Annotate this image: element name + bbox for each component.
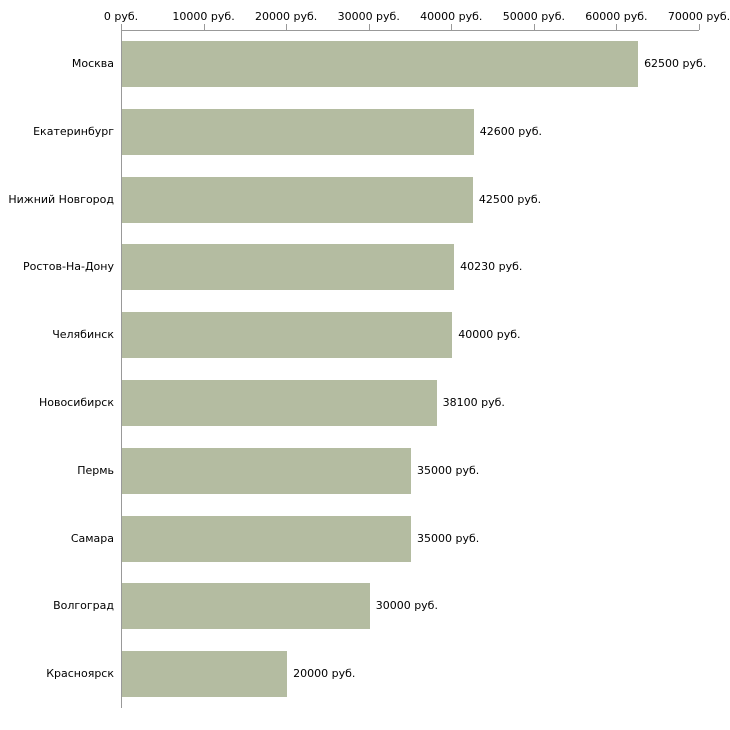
bar (122, 40, 639, 87)
x-tick-label: 10000 руб. (172, 10, 235, 23)
x-tick-mark (616, 24, 618, 30)
category-label: Новосибирск (38, 395, 114, 409)
value-label: 42600 руб. (479, 124, 543, 138)
x-tick-label: 30000 руб. (337, 10, 400, 23)
x-tick-mark (286, 24, 288, 30)
bar (122, 176, 473, 223)
value-label: 35000 руб. (417, 531, 480, 545)
x-tick-mark (121, 24, 122, 30)
bar (122, 651, 288, 698)
category-label: Пермь (77, 463, 114, 477)
x-tick-label: 50000 руб. (502, 10, 565, 23)
value-label: 40000 руб. (458, 328, 521, 342)
value-label: 42500 руб. (478, 192, 542, 206)
x-tick-mark (203, 24, 205, 30)
x-tick-mark (699, 24, 700, 30)
value-label: 38100 руб. (442, 395, 505, 409)
plot-area (121, 30, 699, 708)
category-label: Самара (70, 531, 114, 545)
x-tick-mark (533, 24, 535, 30)
category-label: Челябинск (52, 328, 114, 342)
bar (122, 108, 474, 155)
bar (122, 312, 453, 359)
x-tick-label: 40000 руб. (420, 10, 483, 23)
category-label: Волгоград (53, 599, 114, 613)
value-label: 40230 руб. (460, 260, 523, 274)
category-label: Нижний Новгород (8, 192, 114, 206)
x-tick-mark (368, 24, 370, 30)
x-tick-mark (451, 24, 453, 30)
bar (122, 244, 455, 291)
value-label: 20000 руб. (293, 667, 356, 681)
bar (122, 379, 437, 426)
category-label: Москва (71, 56, 114, 70)
bar (122, 447, 411, 494)
value-label: 62500 руб. (644, 56, 707, 70)
bar (122, 515, 411, 562)
bar (122, 583, 370, 630)
value-label: 30000 руб. (375, 599, 438, 613)
value-label: 35000 руб. (417, 463, 480, 477)
x-tick-label: 60000 руб. (585, 10, 648, 23)
category-label: Ростов-На-Дону (22, 260, 114, 274)
x-tick-label: 70000 руб. (667, 10, 730, 23)
category-label: Екатеринбург (33, 124, 114, 138)
x-tick-label: 0 руб. (103, 10, 139, 23)
category-label: Красноярск (46, 667, 114, 681)
x-tick-label: 20000 руб. (255, 10, 318, 23)
